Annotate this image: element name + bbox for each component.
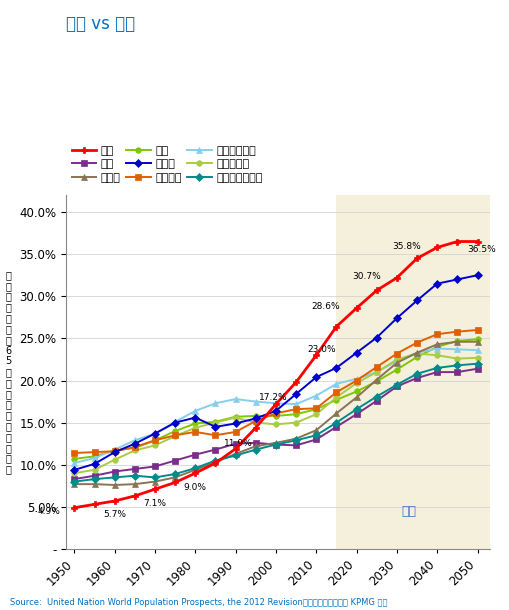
Legend: 日本, 米国, カナダ, 英国, ドイツ, フランス, スウェーデン, デンマーク, オーストラリア: 日本, 米国, カナダ, 英国, ドイツ, フランス, スウェーデン, デンマー… (72, 146, 262, 182)
Text: 予測: 予測 (401, 504, 416, 518)
Text: 4.9%: 4.9% (38, 508, 61, 517)
Text: 23.0%: 23.0% (307, 345, 335, 354)
Text: 9.0%: 9.0% (183, 483, 207, 492)
Text: 11.9%: 11.9% (223, 439, 252, 448)
Text: 28.6%: 28.6% (311, 302, 340, 311)
Y-axis label: 総
人
口
に
占
め
る
6
5
歳
以
上
高
齢
者
数
の
割
合: 総 人 口 に 占 め る 6 5 歳 以 上 高 齢 者 数 の 割 合 (5, 270, 11, 475)
Text: Source:  United Nation World Population Prospects, the 2012 Revision（中位推計）を基に KP: Source: United Nation World Population P… (10, 598, 387, 607)
Text: 7.1%: 7.1% (143, 498, 166, 508)
Text: 5.7%: 5.7% (103, 511, 126, 519)
Text: 17.2%: 17.2% (259, 393, 287, 401)
Text: 30.7%: 30.7% (351, 272, 380, 281)
Text: 36.5%: 36.5% (466, 245, 495, 254)
Text: 35.8%: 35.8% (391, 242, 420, 251)
Text: 日本 vs 欧米: 日本 vs 欧米 (66, 15, 135, 34)
Bar (336, 195, 509, 549)
